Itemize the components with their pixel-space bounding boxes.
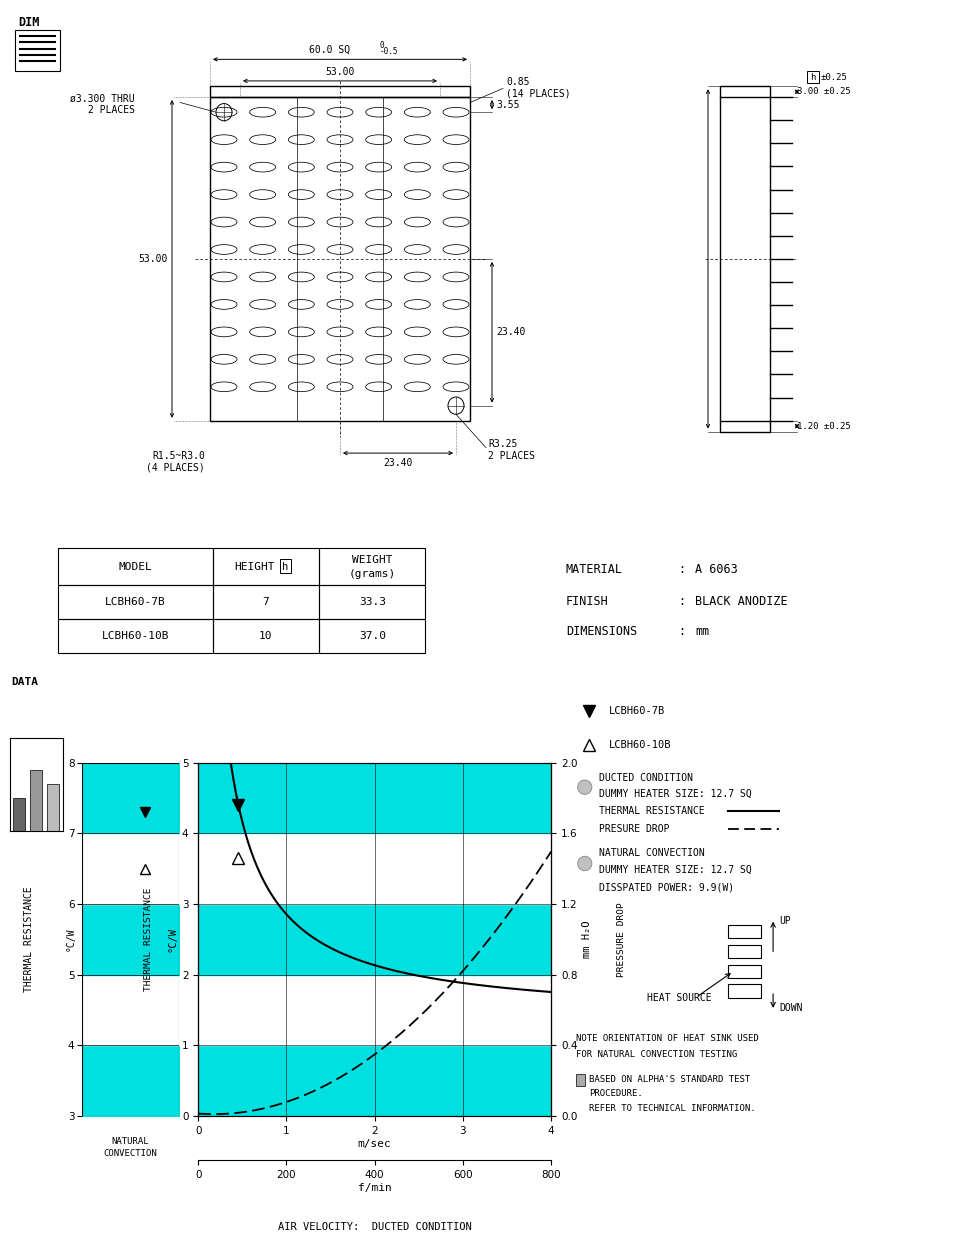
Text: DATA: DATA	[12, 677, 39, 687]
Bar	[58, 619, 213, 653]
Text: h: h	[810, 73, 816, 82]
Text: 37.0: 37.0	[359, 631, 386, 641]
Text: DIMENSIONS: DIMENSIONS	[566, 625, 637, 637]
Text: 3.00 ±0.25: 3.00 ±0.25	[797, 87, 851, 97]
Bar	[213, 619, 319, 653]
Text: 1.20 ±0.25: 1.20 ±0.25	[797, 422, 851, 430]
Bar	[728, 965, 761, 978]
Text: BASED ON ALPHA'S STANDARD TEST: BASED ON ALPHA'S STANDARD TEST	[589, 1075, 750, 1084]
Text: FINISH: FINISH	[566, 595, 608, 608]
Bar	[213, 585, 319, 619]
Text: MATERIAL: MATERIAL	[566, 563, 623, 575]
Text: NOTE ORIENTATION OF HEAT SINK USED: NOTE ORIENTATION OF HEAT SINK USED	[575, 1034, 758, 1044]
Text: THERMAL RESISTANCE: THERMAL RESISTANCE	[24, 887, 34, 992]
Text: HEIGHT: HEIGHT	[234, 562, 275, 572]
Text: 0.85: 0.85	[506, 77, 530, 87]
Text: PRESSURE DROP: PRESSURE DROP	[617, 901, 627, 977]
Bar	[319, 585, 425, 619]
Text: 23.40: 23.40	[496, 327, 525, 337]
Text: UP: UP	[779, 916, 791, 926]
Ellipse shape	[577, 780, 592, 795]
Text: :: :	[678, 625, 685, 637]
Text: LCBH60-7B: LCBH60-7B	[105, 596, 165, 608]
Text: (4 PLACES): (4 PLACES)	[146, 463, 205, 472]
Text: PROCEDURE.: PROCEDURE.	[589, 1089, 643, 1099]
Text: LCBH60-7B: LCBH60-7B	[609, 706, 665, 715]
Text: FOR NATURAL CONVECTION TESTING: FOR NATURAL CONVECTION TESTING	[575, 1050, 737, 1059]
Bar	[58, 548, 213, 585]
Bar	[280, 559, 291, 573]
Text: 3.55: 3.55	[496, 99, 519, 109]
Text: THERMAL RESISTANCE: THERMAL RESISTANCE	[144, 888, 154, 991]
Bar	[720, 87, 770, 97]
Text: :: :	[678, 563, 685, 575]
Text: A 6063: A 6063	[695, 563, 738, 575]
Text: R1.5~R3.0: R1.5~R3.0	[152, 451, 205, 461]
Bar	[15, 30, 60, 71]
Text: 2 PLACES: 2 PLACES	[488, 451, 535, 461]
Bar	[575, 1074, 585, 1086]
Text: BLACK ANODIZE: BLACK ANODIZE	[695, 595, 788, 608]
Text: R3.25: R3.25	[488, 439, 517, 449]
Bar	[30, 770, 43, 831]
Text: LCBH60-10B: LCBH60-10B	[102, 631, 169, 641]
Bar	[319, 548, 425, 585]
Text: 7: 7	[263, 596, 269, 608]
Text: 2 PLACES: 2 PLACES	[88, 105, 135, 115]
Bar	[58, 585, 213, 619]
Bar	[807, 71, 819, 83]
Bar	[14, 799, 25, 831]
Bar	[47, 784, 59, 831]
Bar	[728, 985, 761, 998]
Bar	[728, 945, 761, 959]
Text: PRESURE DROP: PRESURE DROP	[599, 825, 669, 835]
Text: 0: 0	[380, 41, 385, 50]
Bar	[210, 87, 470, 97]
Text: NATURAL
CONVECTION: NATURAL CONVECTION	[103, 1137, 158, 1158]
Text: LCBH60-10B: LCBH60-10B	[609, 740, 672, 750]
Text: 23.40: 23.40	[383, 459, 413, 469]
Text: -0.5: -0.5	[380, 47, 398, 56]
Text: ø3.300 THRU: ø3.300 THRU	[71, 93, 135, 103]
Bar	[728, 925, 761, 939]
Text: (grams): (grams)	[349, 569, 396, 579]
Text: 53.00: 53.00	[138, 254, 168, 264]
Y-axis label: °C/W: °C/W	[167, 926, 178, 952]
Text: DUMMY HEATER SIZE: 12.7 SQ: DUMMY HEATER SIZE: 12.7 SQ	[599, 789, 751, 799]
Text: °C/W: °C/W	[66, 928, 75, 951]
Text: DISSPATED POWER: 9.9(W): DISSPATED POWER: 9.9(W)	[599, 882, 734, 892]
Text: WEIGHT: WEIGHT	[352, 556, 393, 565]
Text: 53.00: 53.00	[325, 67, 355, 77]
Text: (14 PLACES): (14 PLACES)	[506, 89, 571, 99]
Text: REFER TO TECHNICAL INFORMATION.: REFER TO TECHNICAL INFORMATION.	[589, 1104, 755, 1112]
Bar	[319, 619, 425, 653]
Text: DUCTED CONDITION: DUCTED CONDITION	[599, 773, 693, 782]
Bar	[210, 97, 470, 420]
Text: DIM: DIM	[18, 16, 40, 30]
Text: MODEL: MODEL	[119, 562, 152, 572]
X-axis label: m/sec: m/sec	[358, 1138, 392, 1148]
Text: mm: mm	[695, 625, 710, 637]
Text: NATURAL CONVECTION: NATURAL CONVECTION	[599, 848, 705, 858]
Text: DOWN: DOWN	[779, 1003, 803, 1013]
Text: THERMAL RESISTANCE: THERMAL RESISTANCE	[599, 806, 705, 816]
Text: 60.0 SQ: 60.0 SQ	[309, 45, 351, 55]
Text: 33.3: 33.3	[359, 596, 386, 608]
Bar	[213, 548, 319, 585]
Text: h: h	[282, 562, 288, 572]
Text: HEAT SOURCE: HEAT SOURCE	[647, 993, 712, 1003]
Bar	[720, 420, 770, 432]
Text: DUMMY HEATER SIZE: 12.7 SQ: DUMMY HEATER SIZE: 12.7 SQ	[599, 866, 751, 875]
Text: 10: 10	[259, 631, 273, 641]
Ellipse shape	[577, 857, 592, 870]
Text: AIR VELOCITY:  DUCTED CONDITION: AIR VELOCITY: DUCTED CONDITION	[278, 1223, 472, 1233]
Y-axis label: mm H₂O: mm H₂O	[582, 920, 592, 959]
Text: ±0.25: ±0.25	[821, 73, 848, 82]
Text: :: :	[678, 595, 685, 608]
X-axis label: f/min: f/min	[358, 1183, 392, 1193]
